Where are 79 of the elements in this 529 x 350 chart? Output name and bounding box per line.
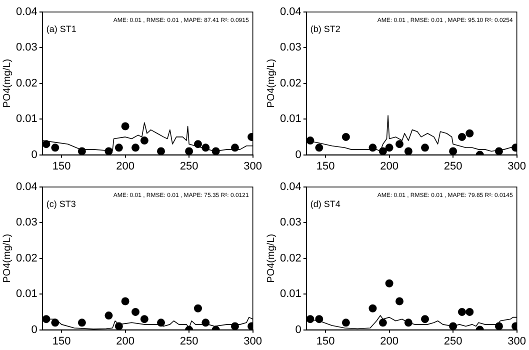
y-tick-label: 0 (295, 148, 302, 161)
point (315, 144, 324, 152)
point (396, 297, 404, 306)
y-tick-label: 0.04 (16, 6, 38, 18)
x-tick-label: 200 (380, 160, 398, 172)
point (194, 140, 202, 148)
point (421, 144, 430, 152)
point (140, 315, 148, 324)
annotation: (a) ST1 (46, 24, 76, 34)
x-tick-label: 250 (444, 335, 462, 348)
point (194, 304, 202, 312)
y-tick-label: 0.03 (16, 216, 38, 229)
point (466, 129, 474, 138)
y-tick-label: 0.01 (280, 113, 302, 126)
annotation: (c) ST3 (46, 199, 76, 209)
y-tick-label: 0.01 (16, 113, 38, 126)
point (78, 318, 86, 327)
point (157, 147, 166, 155)
annotation: (d) ST4 (310, 199, 340, 209)
point (385, 144, 394, 152)
point (342, 132, 350, 141)
x-tick-label: 150 (52, 335, 71, 348)
annotation: (b) ST2 (310, 24, 340, 34)
point (378, 147, 387, 155)
y-tick-label: 0.02 (280, 77, 302, 90)
x-tick-label: 200 (116, 335, 134, 348)
x-tick-label: 250 (180, 160, 198, 172)
y-tick-label: 0.02 (16, 77, 38, 90)
point (114, 144, 123, 152)
point (121, 297, 130, 306)
point (378, 318, 387, 327)
y-tick-label: 0.03 (280, 216, 302, 229)
y-tick-label: 0.01 (16, 288, 38, 300)
y-axis-title: PO4(mg/L) (266, 234, 277, 283)
x-tick-label: 300 (244, 335, 262, 348)
point (185, 147, 194, 155)
y-tick-label: 0.02 (16, 252, 38, 264)
point (121, 122, 130, 130)
y-tick-label: 0 (31, 324, 38, 336)
y-tick-label: 0 (31, 148, 38, 161)
point (494, 322, 503, 330)
x-tick-label: 250 (444, 160, 462, 172)
y-tick-label: 0.04 (16, 181, 38, 194)
y-axis-title: PO4(mg/L) (266, 58, 277, 108)
point (132, 144, 140, 152)
point (458, 132, 466, 141)
y-tick-label: 0.02 (280, 252, 302, 264)
point (404, 147, 412, 155)
y-tick-label: 0.04 (280, 6, 302, 18)
x-tick-label: 300 (508, 335, 526, 348)
point (449, 147, 458, 155)
point (368, 304, 377, 312)
y-tick-label: 0.04 (280, 181, 302, 194)
point (104, 312, 113, 320)
point (342, 318, 350, 327)
point (466, 308, 474, 316)
x-tick-label: 150 (316, 335, 335, 348)
point (132, 308, 140, 316)
y-tick-label: 0 (295, 324, 302, 336)
point (458, 308, 466, 316)
x-tick-label: 300 (244, 160, 262, 172)
y-axis-title: PO4(mg/L) (2, 58, 13, 108)
x-tick-label: 150 (316, 160, 335, 172)
x-tick-label: 250 (180, 335, 198, 348)
x-tick-label: 150 (52, 160, 71, 172)
point (157, 318, 166, 327)
point (421, 315, 430, 324)
y-tick-label: 0.03 (280, 42, 302, 54)
x-tick-label: 300 (508, 160, 526, 172)
y-tick-label: 0.03 (16, 42, 38, 54)
point (396, 140, 404, 148)
y-axis-title: PO4(mg/L) (2, 234, 13, 283)
point (140, 136, 148, 145)
x-tick-label: 200 (380, 335, 398, 348)
point (51, 144, 60, 152)
point (114, 322, 123, 330)
y-tick-label: 0.01 (280, 288, 302, 300)
point (385, 279, 394, 288)
x-tick-label: 200 (116, 160, 134, 172)
